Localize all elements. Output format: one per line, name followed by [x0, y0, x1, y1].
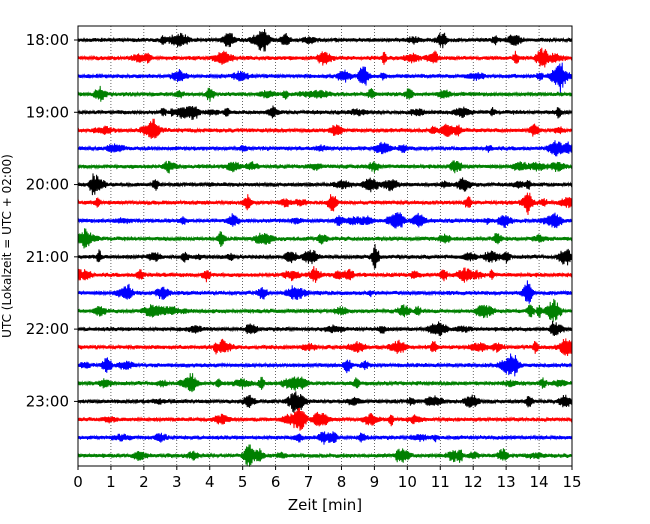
seismic-trace-1800: [77, 29, 573, 52]
x-tick-label: 9: [370, 473, 380, 491]
seismic-trace-1830: [77, 62, 573, 94]
seismic-trace-1945: [77, 160, 573, 174]
x-tick-label: 4: [205, 473, 215, 491]
seismic-trace-2030: [77, 212, 573, 229]
seismic-trace-2115: [77, 266, 573, 283]
x-tick-label: 10: [398, 473, 417, 491]
plot-frame: [77, 25, 573, 467]
seismic-trace-1930: [77, 140, 573, 157]
seismic-trace-2130: [77, 280, 573, 304]
y-tick-label: 22:00: [26, 320, 69, 338]
y-axis-ticks: 18:00 19:00 20:00 21:00 22:00 23:00: [26, 31, 78, 410]
x-tick-label: 2: [139, 473, 149, 491]
x-tick-label: 14: [530, 473, 549, 491]
grid-lines: [110, 26, 540, 466]
seismic-trace-1900: [77, 105, 573, 120]
seismic-trace-2145: [77, 298, 573, 322]
seismic-trace-1815: [77, 47, 573, 68]
seismic-trace-2045: [77, 228, 573, 249]
seismic-trace-2015: [77, 192, 573, 215]
x-tick-label: 1: [106, 473, 116, 491]
x-tick-label: 8: [337, 473, 347, 491]
seismic-trace-2230: [77, 353, 573, 377]
seismic-trace-2300: [77, 391, 573, 413]
x-tick-label: 7: [304, 473, 314, 491]
seismic-trace-2000: [77, 173, 573, 196]
y-tick-label: 23:00: [26, 392, 69, 410]
x-tick-label: 5: [238, 473, 248, 491]
seismic-trace-2245: [77, 373, 573, 393]
seismic-trace-2330: [77, 431, 573, 445]
x-tick-label: 11: [431, 473, 450, 491]
seismic-trace-2315: [77, 407, 573, 431]
y-tick-label: 19:00: [26, 103, 69, 121]
x-axis-label: Zeit [min]: [288, 496, 362, 514]
y-tick-label: 20:00: [26, 176, 69, 194]
x-tick-label: 15: [562, 473, 581, 491]
x-axis-ticks: 0 1 2 3 4 5 6 7 8 9 10 11 12 13 14 15: [73, 466, 582, 491]
seismic-trace-1845: [77, 85, 573, 102]
y-tick-label: 21:00: [26, 248, 69, 266]
x-tick-label: 0: [73, 473, 83, 491]
seismic-trace-2345: [77, 444, 573, 467]
seismic-trace-1915: [77, 118, 573, 139]
seismic-trace-2200: [77, 320, 573, 337]
seismic-trace-2215: [77, 338, 573, 356]
y-tick-label: 18:00: [26, 31, 69, 49]
seismic-traces: [77, 29, 573, 467]
x-tick-label: 13: [497, 473, 516, 491]
y-axis-label: UTC (Lokalzeit = UTC + 02:00): [0, 154, 14, 338]
seismic-trace-2100: [77, 244, 573, 269]
x-tick-label: 6: [271, 473, 281, 491]
x-tick-label: 12: [464, 473, 483, 491]
x-tick-label: 3: [172, 473, 182, 491]
